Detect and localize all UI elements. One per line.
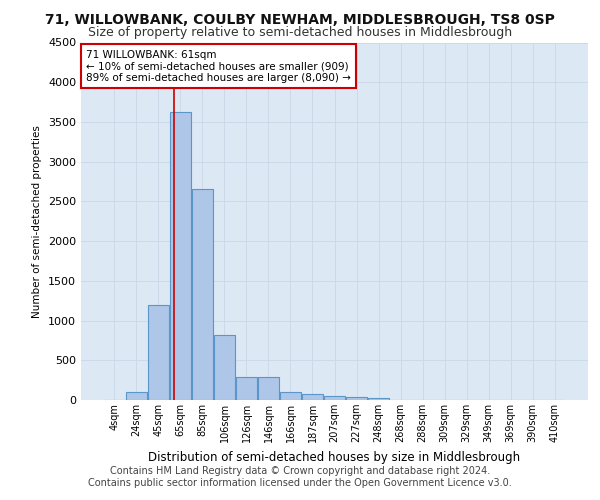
Text: Size of property relative to semi-detached houses in Middlesbrough: Size of property relative to semi-detach… — [88, 26, 512, 39]
Text: 71, WILLOWBANK, COULBY NEWHAM, MIDDLESBROUGH, TS8 0SP: 71, WILLOWBANK, COULBY NEWHAM, MIDDLESBR… — [45, 12, 555, 26]
Bar — [346, 397, 367, 400]
Bar — [302, 394, 323, 400]
Bar — [214, 335, 235, 400]
Bar — [236, 376, 257, 400]
Bar — [280, 392, 301, 400]
Bar — [368, 398, 389, 400]
Bar — [170, 112, 191, 400]
X-axis label: Distribution of semi-detached houses by size in Middlesbrough: Distribution of semi-detached houses by … — [148, 450, 521, 464]
Y-axis label: Number of semi-detached properties: Number of semi-detached properties — [32, 125, 43, 318]
Bar — [126, 392, 147, 400]
Text: Contains HM Land Registry data © Crown copyright and database right 2024.
Contai: Contains HM Land Registry data © Crown c… — [88, 466, 512, 487]
Bar — [324, 396, 345, 400]
Text: 71 WILLOWBANK: 61sqm
← 10% of semi-detached houses are smaller (909)
89% of semi: 71 WILLOWBANK: 61sqm ← 10% of semi-detac… — [86, 50, 351, 83]
Bar — [148, 304, 169, 400]
Bar — [258, 376, 279, 400]
Bar — [192, 190, 213, 400]
